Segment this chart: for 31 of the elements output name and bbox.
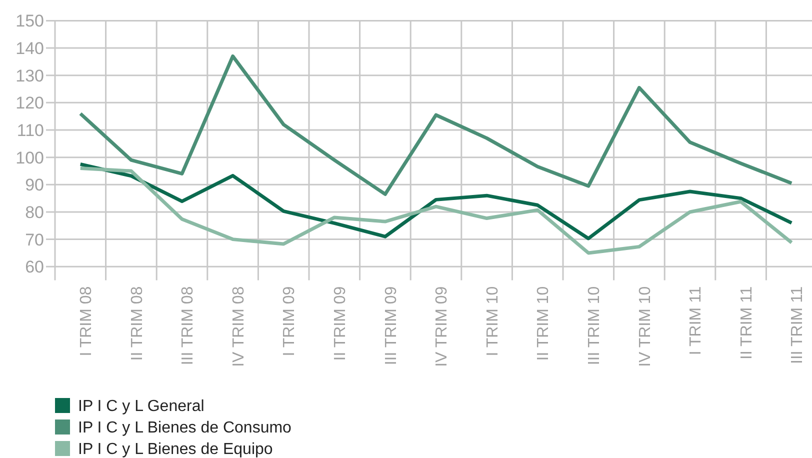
- line-series: [78, 166, 794, 255]
- x-tick-label: III TRIM 11: [789, 286, 806, 364]
- x-tick-label: II TRIM 09: [332, 286, 349, 361]
- x-tick-label: I TRIM 09: [281, 286, 298, 356]
- x-tick-label: II TRIM 11: [738, 286, 756, 360]
- legend-label: IP I C y L Bienes de Consumo: [78, 420, 292, 437]
- y-tick-label: 110: [16, 120, 44, 140]
- y-tick-label: 130: [16, 66, 44, 86]
- legend-label: IP I C y L Bienes de Equipo: [78, 441, 273, 458]
- y-tick-label: 70: [25, 230, 44, 250]
- x-tick-label: II TRIM 08: [128, 286, 146, 361]
- y-tick-label: 140: [16, 38, 44, 58]
- x-tick-label: IV TRIM 10: [636, 286, 654, 367]
- x-tick-label: I TRIM 08: [78, 286, 95, 356]
- x-tick-label: II TRIM 10: [535, 286, 552, 361]
- x-tick-label: IV TRIM 09: [434, 286, 451, 367]
- legend-label: IP I C y L General: [78, 398, 204, 416]
- x-tick-label: III TRIM 09: [382, 286, 400, 366]
- x-tick-label: III TRIM 08: [180, 286, 197, 366]
- y-tick-label: 90: [25, 176, 44, 195]
- line-series: [78, 162, 794, 240]
- y-tick-label: 80: [25, 202, 44, 222]
- x-tick-label: I TRIM 11: [688, 286, 705, 356]
- x-tick-label: I TRIM 10: [484, 286, 502, 356]
- line-series: [78, 54, 794, 196]
- y-tick-label: 100: [16, 148, 44, 168]
- y-tick-label: 60: [25, 258, 44, 277]
- x-tick-label: IV TRIM 08: [230, 286, 248, 367]
- y-tick-label: 150: [16, 12, 44, 31]
- x-tick-label: III TRIM 10: [586, 286, 603, 366]
- y-tick-label: 120: [16, 94, 44, 113]
